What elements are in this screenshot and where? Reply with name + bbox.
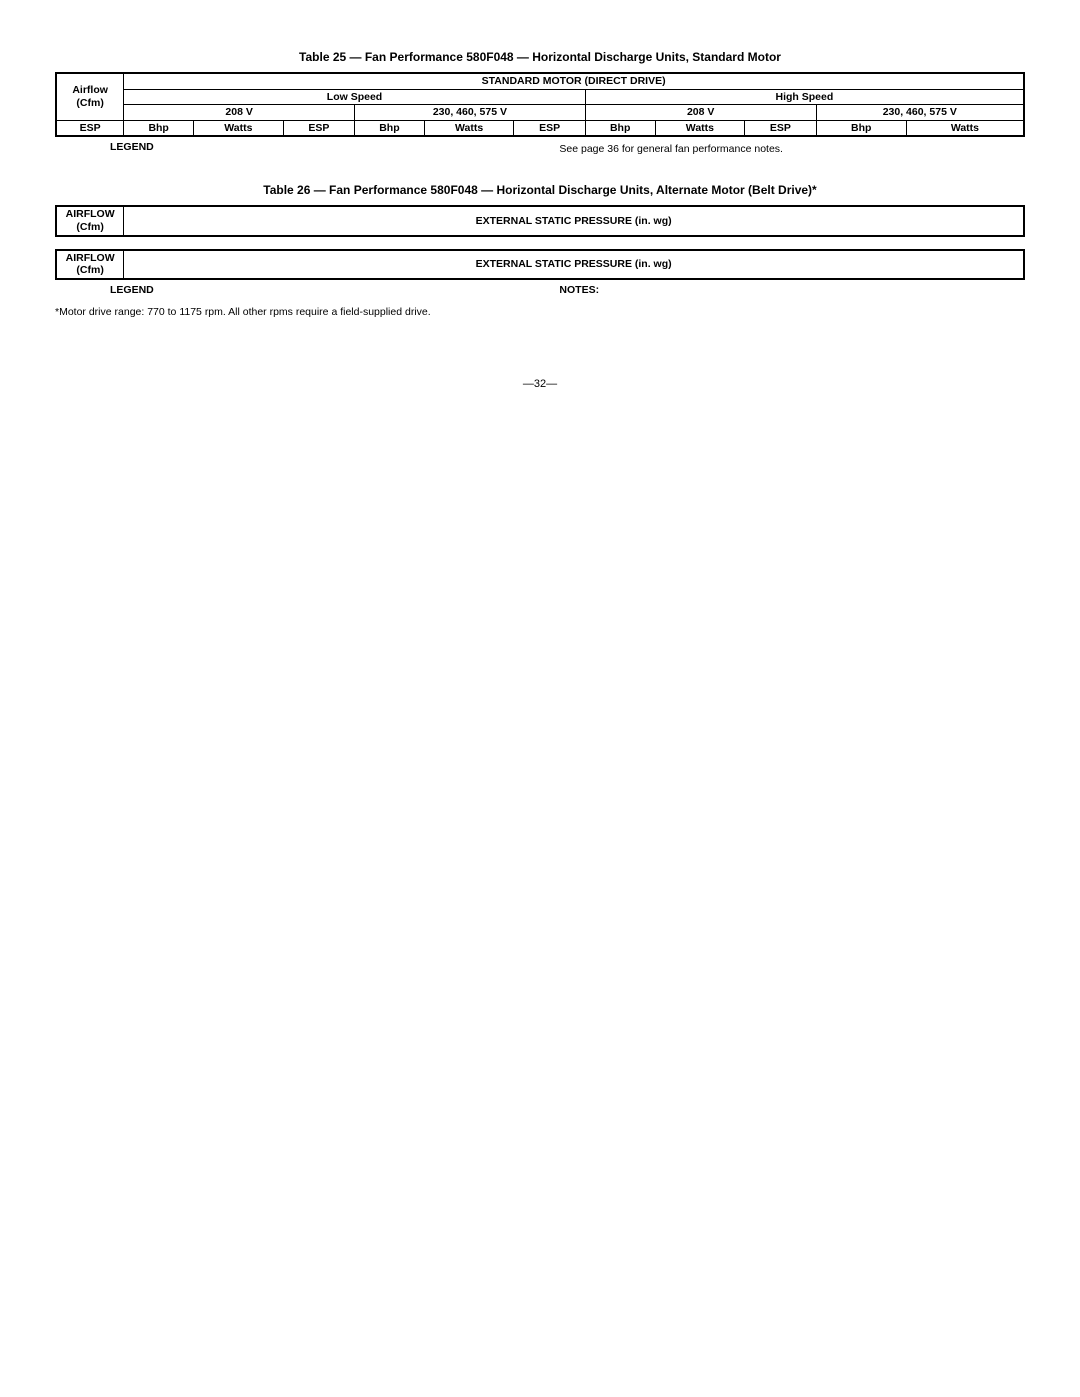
table25-title: Table 25 — Fan Performance 580F048 — Hor… — [55, 50, 1025, 64]
legend25-title: LEGEND — [110, 141, 521, 153]
legend25-note: See page 36 for general fan performance … — [559, 141, 1025, 155]
footnote: *Motor drive range: 770 to 1175 rpm. All… — [55, 306, 521, 318]
table25-legend-row: LEGEND See page 36 for general fan perfo… — [55, 141, 1025, 155]
legend26-title: LEGEND — [110, 284, 521, 296]
table26-title: Table 26 — Fan Performance 580F048 — Hor… — [55, 183, 1025, 197]
notes-title: NOTES: — [559, 284, 1025, 296]
table25: Airflow(Cfm) STANDARD MOTOR (DIRECT DRIV… — [55, 72, 1025, 137]
table26-legend-row: LEGEND *Motor drive range: 770 to 1175 r… — [55, 284, 1025, 318]
table26a: AIRFLOW(Cfm) EXTERNAL STATIC PRESSURE (i… — [55, 205, 1025, 236]
page-number: —32— — [55, 378, 1025, 390]
table26b: AIRFLOW(Cfm) EXTERNAL STATIC PRESSURE (i… — [55, 249, 1025, 280]
